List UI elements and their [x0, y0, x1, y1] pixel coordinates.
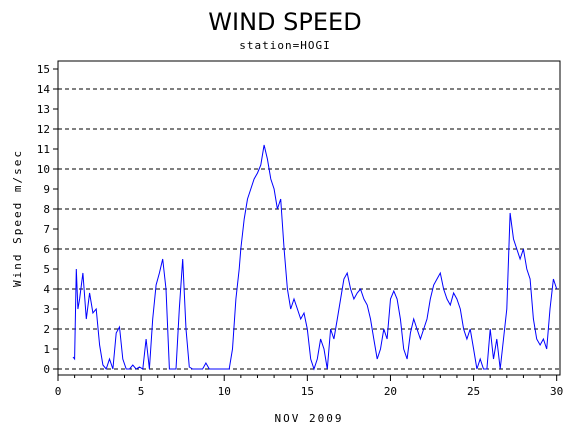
y-tick-label: 0 — [43, 363, 50, 376]
y-tick-label: 6 — [43, 243, 50, 256]
x-tick-label: 10 — [218, 385, 231, 398]
x-tick-label: 25 — [467, 385, 480, 398]
y-tick-label: 15 — [37, 63, 50, 76]
y-tick-label: 12 — [37, 123, 50, 136]
chart-title: WIND SPEED — [208, 8, 361, 36]
x-tick-label: 0 — [55, 385, 62, 398]
x-tick-label: 15 — [301, 385, 314, 398]
y-axis-label: Wind Speed m/sec — [11, 149, 24, 287]
y-tick-label: 1 — [43, 343, 50, 356]
y-tick-label: 10 — [37, 163, 50, 176]
series-layer — [72, 144, 558, 371]
y-tick-label: 14 — [37, 83, 51, 96]
gridlines — [58, 88, 560, 370]
x-tick-label: 5 — [138, 385, 145, 398]
y-tick-label: 4 — [43, 283, 50, 296]
y-tick-label: 5 — [43, 263, 50, 276]
wind-speed-series-line — [72, 144, 558, 371]
x-tick-label: 20 — [384, 385, 397, 398]
chart-subtitle: station=HOGI — [239, 39, 330, 52]
x-tick-label: 30 — [550, 385, 563, 398]
y-tick-label: 3 — [43, 303, 50, 316]
y-tick-label: 2 — [43, 323, 50, 336]
y-tick-label: 9 — [43, 183, 50, 196]
y-tick-label: 11 — [37, 143, 50, 156]
y-tick-label: 13 — [37, 103, 50, 116]
plot-frame — [57, 60, 561, 376]
y-tick-label: 8 — [43, 203, 50, 216]
x-axis-label: NOV 2009 — [275, 412, 344, 425]
y-tick-label: 7 — [43, 223, 50, 236]
